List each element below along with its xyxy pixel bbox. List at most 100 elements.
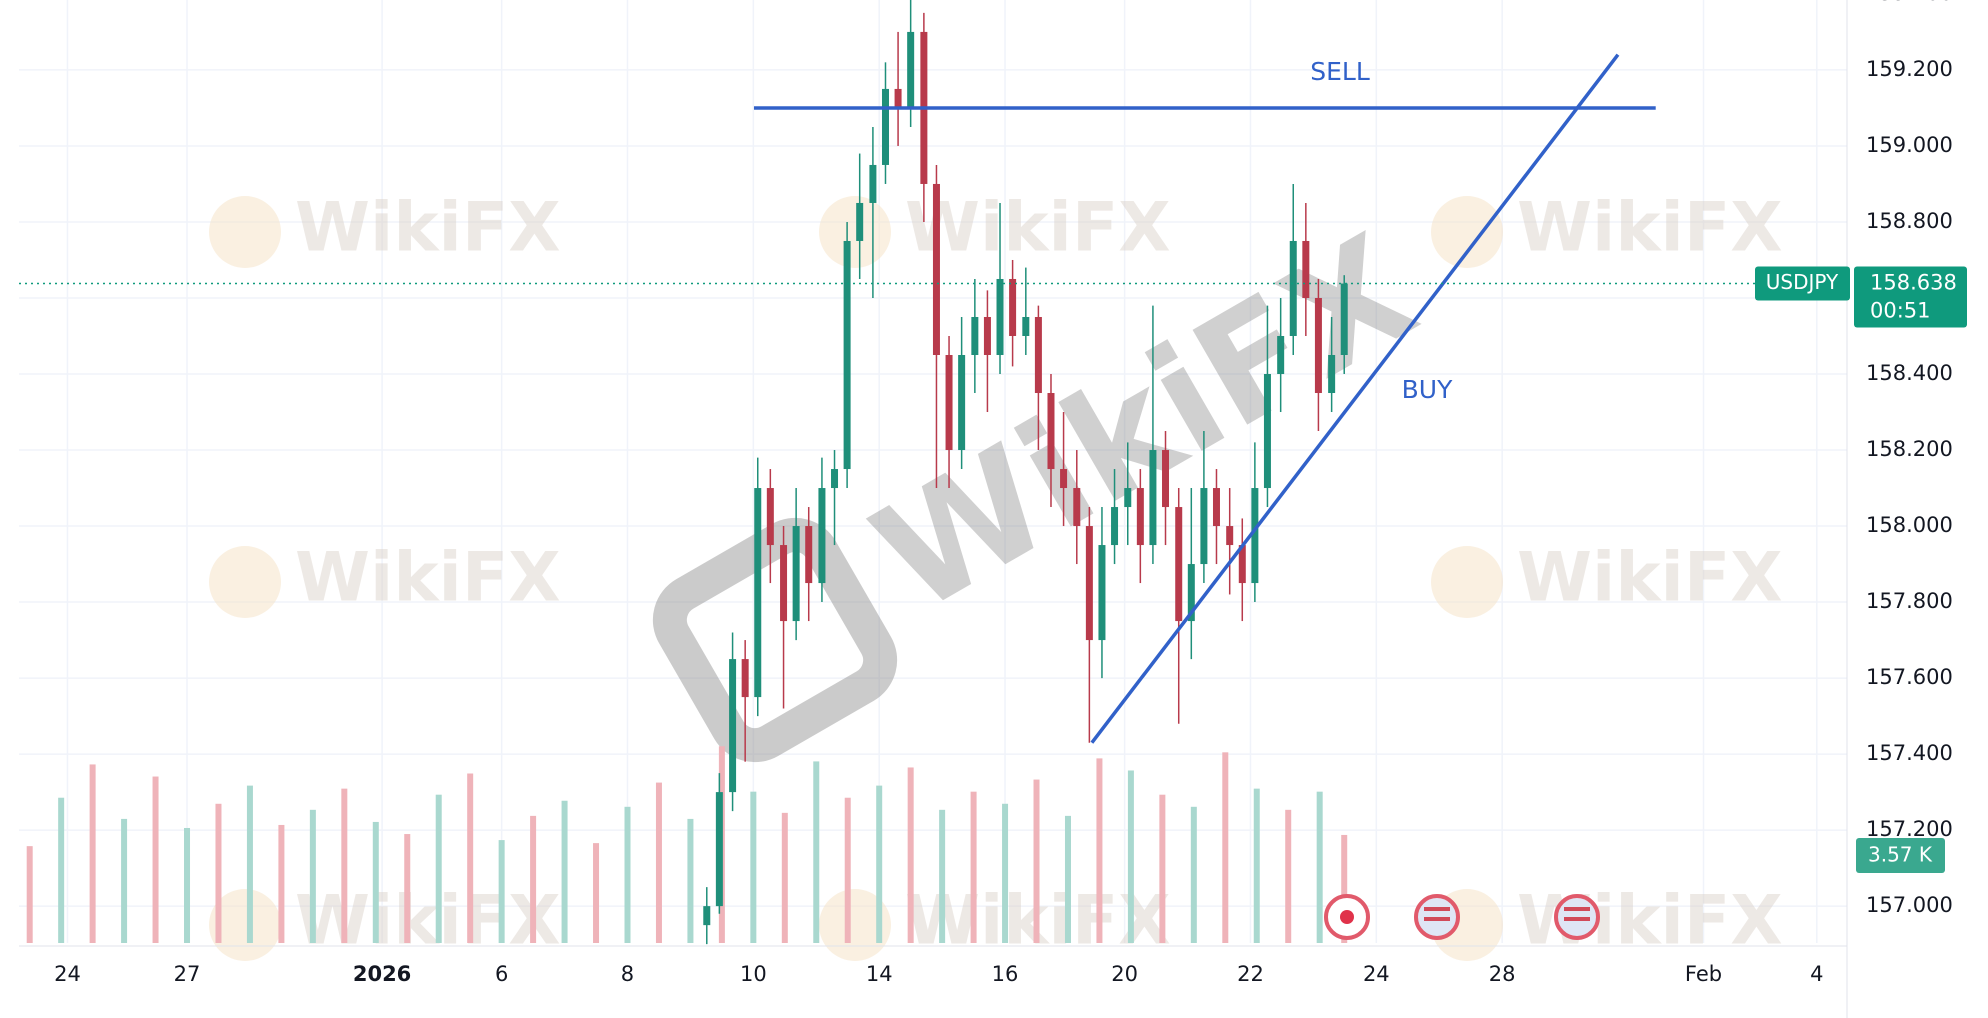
buy-line[interactable] (1090, 53, 1620, 744)
x-tick-label: 27 (174, 962, 201, 986)
candle-body (1251, 488, 1259, 584)
candles (703, 0, 1348, 945)
candle-body (1289, 240, 1297, 336)
volume-bar (750, 791, 757, 943)
x-tick-label: 22 (1237, 962, 1264, 986)
candle-body (1162, 450, 1170, 508)
axes: 157.000 157.200 157.400 157.600 157.800 158.0… (54, 0, 1953, 986)
candle-body (1263, 374, 1271, 489)
volume-bar (184, 827, 191, 943)
volume-bar (1253, 788, 1260, 943)
volume-bar (1127, 770, 1134, 943)
volume-bar (593, 843, 600, 943)
event-icons (1324, 894, 1600, 940)
annotation-label: SELL (1310, 57, 1370, 86)
x-tick-label: 16 (992, 962, 1019, 986)
watermark-logo (209, 546, 281, 618)
volume-bar (435, 794, 442, 943)
x-tick-label: 20 (1111, 962, 1138, 986)
volume-bar (152, 776, 159, 943)
volume-bar (1222, 752, 1229, 943)
candle-body (1226, 526, 1234, 546)
watermark: WikiFX (295, 189, 561, 268)
candle-body (843, 240, 851, 470)
candle-body (1175, 507, 1183, 622)
candle-body (805, 526, 813, 584)
flag-stripe (1424, 907, 1450, 911)
volume-bar (1316, 791, 1323, 943)
volume-label: 3.57 K (1868, 843, 1933, 867)
volume-bar (215, 803, 222, 943)
watermark-logo (1431, 546, 1503, 618)
volume-bar (655, 782, 662, 943)
watermark-big-logo (652, 517, 898, 763)
symbol-box (1755, 266, 1850, 301)
countdown-label: 00:51 (1870, 299, 1931, 323)
watermark: WikiFX (905, 189, 1171, 268)
candle-body (741, 659, 749, 698)
candle-body (881, 88, 889, 165)
volume-bar (372, 821, 379, 943)
candle-body (1009, 278, 1017, 336)
volume-bar (687, 818, 694, 943)
annotation-label: BUY (1402, 375, 1453, 404)
candle-body (958, 355, 966, 451)
candle-body (1022, 316, 1030, 336)
volume-bar (309, 809, 316, 943)
y-tick-label: 157.600 (1866, 665, 1953, 689)
volume-bar (1341, 834, 1348, 943)
volume-bar (467, 773, 474, 943)
volume-bar (341, 788, 348, 943)
candle-body (1238, 545, 1246, 584)
x-tick-label: 6 (495, 962, 508, 986)
last-price-label: 158.638 (1870, 271, 1957, 295)
volume-bar (498, 840, 505, 943)
watermark-logo (209, 196, 281, 268)
y-tick-label: 159.200 (1866, 57, 1953, 81)
candle-body (729, 659, 737, 793)
volume-bar (561, 800, 568, 943)
price-labels: 3.57 K USDJPY 158.638 00:51 (1755, 266, 1967, 873)
candle-body (932, 183, 940, 356)
symbol-label: USDJPY (1766, 270, 1839, 294)
candle-body (1340, 283, 1348, 356)
y-tick-label: 158.400 (1866, 361, 1953, 385)
x-tick-label: 2026 (353, 962, 411, 986)
y-tick-label: 159.400 (1866, 0, 1953, 5)
candle-body (754, 488, 762, 698)
y-tick-label: 158.000 (1866, 513, 1953, 537)
watermark: WikiFX (1517, 539, 1783, 618)
watermark-logo (209, 889, 281, 961)
volume-pane (26, 746, 1348, 943)
watermark-logo (819, 196, 891, 268)
volume-bar (844, 797, 851, 943)
y-tick-label: 158.200 (1866, 437, 1953, 461)
candle-body (703, 906, 711, 926)
candle-body (1277, 335, 1285, 375)
candle-body (1111, 507, 1119, 546)
annotations: SELL BUY (19, 53, 1847, 744)
volume-bar (58, 797, 65, 943)
volume-bar (1096, 758, 1103, 943)
volume-bar (907, 767, 914, 943)
volume-bar (970, 791, 977, 943)
candle-body (1124, 488, 1132, 508)
candle-body (1200, 488, 1208, 565)
candle-body (766, 488, 774, 546)
event-icon-dot (1340, 910, 1354, 924)
x-tick-label: 14 (866, 962, 893, 986)
y-tick-label: 158.800 (1866, 209, 1953, 233)
candle-body (894, 88, 902, 108)
candle-body (907, 31, 915, 108)
x-tick-label: 24 (54, 962, 81, 986)
volume-bar (624, 806, 631, 943)
x-tick-label: 8 (621, 962, 634, 986)
y-tick-label: 157.000 (1866, 893, 1953, 917)
y-tick-label: 157.400 (1866, 741, 1953, 765)
candle-body (869, 164, 877, 203)
volume-bar (404, 834, 411, 943)
flag-stripe (1424, 917, 1450, 921)
candle-body (1187, 564, 1195, 622)
